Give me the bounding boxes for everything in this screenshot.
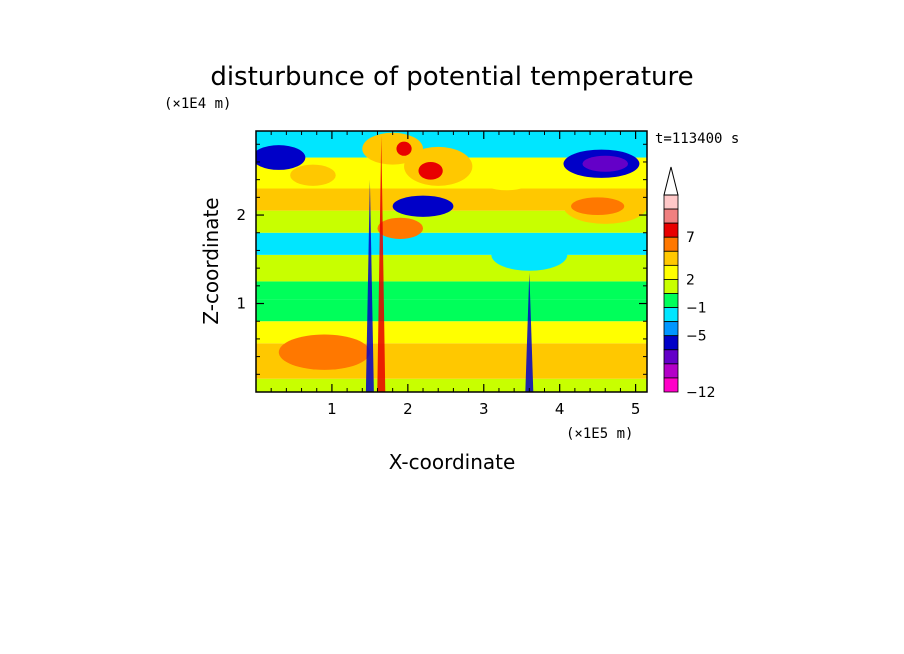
- heat-feature: [256, 145, 306, 170]
- colorbar-label: 2: [686, 272, 695, 288]
- heat-band: [256, 232, 647, 255]
- colorbar-swatch: [663, 264, 679, 280]
- colorbar-swatch: [663, 321, 679, 337]
- colorbar-swatch: [663, 279, 679, 294]
- colorbar-swatch: [663, 222, 679, 238]
- plot-frame: [255, 130, 648, 393]
- heat-band: [256, 378, 647, 392]
- colorbar-swatch: [663, 307, 679, 323]
- colorbar-swatch: [663, 208, 679, 224]
- colorbar-label: −5: [686, 329, 707, 345]
- heat-plume: [365, 179, 374, 392]
- x-tick-label: 5: [631, 400, 641, 418]
- heat-plume: [377, 135, 386, 392]
- y-tick-label: 2: [236, 206, 246, 224]
- y-tick-label: 1: [236, 295, 246, 313]
- heat-feature: [571, 197, 625, 216]
- heat-feature: [377, 217, 424, 239]
- heat-feature: [290, 164, 336, 186]
- colorbar-label: −1: [686, 301, 707, 317]
- heat-band: [256, 210, 647, 233]
- colorbar-swatch: [663, 377, 679, 393]
- heat-band: [256, 321, 647, 344]
- colorbar-swatch: [663, 335, 679, 351]
- chart-title: disturbunce of potential temperature: [210, 62, 693, 92]
- colorbar-swatch: [663, 194, 679, 210]
- heat-feature: [491, 238, 568, 271]
- colorbar-extend-arrow: [663, 166, 679, 196]
- heat-plume: [525, 272, 534, 392]
- heat-feature: [418, 161, 443, 180]
- x-unit-label: (×1E5 m): [566, 426, 633, 442]
- colorbar: 7 2 −1 −5 −12: [663, 166, 716, 401]
- heat-feature: [362, 132, 424, 165]
- x-axis-label: X-coordinate: [389, 450, 516, 474]
- heat-feature: [396, 141, 412, 156]
- colorbar-swatch: [663, 293, 679, 308]
- heat-band: [256, 188, 647, 211]
- x-tick-label: 4: [555, 400, 565, 418]
- colorbar-swatch: [663, 236, 679, 252]
- colorbar-label: −12: [686, 385, 716, 401]
- x-tick-label: 1: [327, 400, 337, 418]
- heat-band: [256, 254, 647, 282]
- colorbar-swatch: [663, 250, 679, 266]
- axis-ticks: 1 2 3 4 5 1 2: [236, 131, 647, 418]
- y-axis-label: Z-coordinate: [199, 197, 223, 324]
- time-label: t=113400 s: [655, 131, 739, 147]
- heat-feature: [582, 155, 629, 172]
- heat-band: [256, 299, 647, 322]
- heat-band: [256, 281, 647, 300]
- x-tick-label: 3: [479, 400, 489, 418]
- colorbar-swatch: [663, 363, 679, 379]
- heatmap-field: [256, 131, 647, 392]
- x-tick-label: 2: [403, 400, 413, 418]
- colorbar-swatch: [663, 349, 679, 365]
- heat-feature: [392, 195, 454, 217]
- heat-feature: [278, 334, 370, 370]
- heat-feature: [479, 169, 534, 191]
- y-unit-label: (×1E4 m): [164, 96, 231, 112]
- colorbar-label: 7: [686, 230, 695, 246]
